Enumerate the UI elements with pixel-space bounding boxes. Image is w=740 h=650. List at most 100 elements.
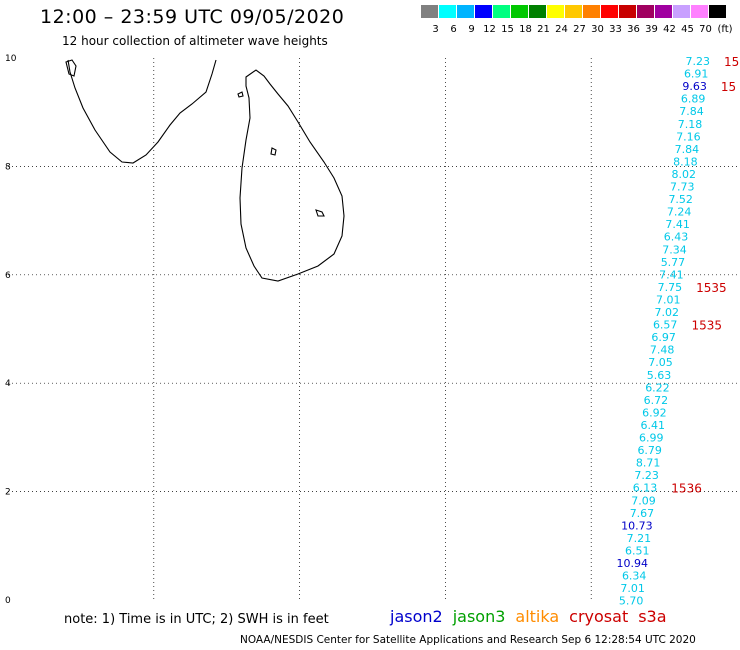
satellite-name: cryosat — [569, 607, 629, 626]
wave-height-value: 7.75 — [658, 281, 683, 294]
legend-label: 39 — [645, 24, 658, 35]
wave-height-value: 6.89 — [681, 93, 706, 106]
note-text: note: 1) Time is in UTC; 2) SWH is in fe… — [64, 612, 329, 627]
wave-height-value: 8.71 — [636, 457, 661, 470]
wave-height-value: 7.52 — [668, 193, 693, 206]
island-3 — [270, 147, 277, 156]
map-grid: 7578818487900246810 — [5, 54, 737, 605]
wave-height-value: 7.18 — [678, 118, 703, 131]
time-label: 1536 — [671, 482, 702, 496]
wave-height-value: 7.84 — [675, 143, 700, 156]
wave-height-value: 6.43 — [664, 231, 689, 244]
legend-swatch — [475, 5, 492, 18]
wave-height-value: 6.41 — [641, 419, 666, 432]
coastline — [65, 59, 345, 282]
legend-label: 15 — [501, 24, 514, 35]
legend-swatch — [529, 5, 546, 18]
india-coastline — [67, 59, 217, 164]
legend-label: 33 — [609, 24, 622, 35]
legend-label: 24 — [555, 24, 568, 35]
wave-height-value: 7.73 — [670, 181, 695, 194]
wave-height-value: 8.18 — [673, 155, 698, 168]
legend-swatch — [655, 5, 672, 18]
wave-height-value: 5.70 — [619, 595, 644, 605]
wave-height-value: 7.21 — [627, 532, 652, 545]
satellite-name: jason3 — [452, 607, 506, 626]
lat-tick-label: 10 — [5, 54, 17, 64]
legend-swatch — [493, 5, 510, 18]
legend-label: 21 — [537, 24, 550, 35]
map-subtitle: 12 hour collection of altimeter wave hei… — [62, 34, 328, 48]
legend-swatch — [637, 5, 654, 18]
wave-height-value: 7.41 — [659, 268, 684, 281]
altimeter-track: 7.236.919.636.897.847.187.167.848.188.02… — [617, 55, 711, 605]
legend-label: 27 — [573, 24, 586, 35]
wave-height-value: 7.23 — [634, 469, 659, 482]
legend-swatch — [439, 5, 456, 18]
legend-label: 36 — [627, 24, 640, 35]
island-4 — [315, 209, 325, 217]
legend-swatch — [673, 5, 690, 18]
wave-height-value: 10.94 — [617, 557, 649, 570]
legend-swatch — [583, 5, 600, 18]
legend-swatch — [601, 5, 618, 18]
lat-tick-label: 0 — [5, 596, 11, 605]
satellite-legend: jason2 jason3 altika cryosat s3a — [390, 607, 677, 626]
wave-height-value: 5.63 — [647, 369, 672, 382]
legend-swatch — [511, 5, 528, 18]
time-label: 15 — [721, 80, 736, 94]
legend-swatch — [709, 5, 726, 18]
wave-height-value: 6.79 — [637, 444, 662, 457]
wave-height-value: 6.72 — [644, 394, 669, 407]
time-label: 15 — [724, 55, 739, 69]
legend-swatch — [565, 5, 582, 18]
wave-height-value: 8.02 — [672, 168, 697, 181]
wave-height-value: 7.34 — [662, 243, 687, 256]
legend-swatch — [457, 5, 474, 18]
map-title: 12:00 – 23:59 UTC 09/05/2020 — [40, 6, 345, 28]
legend-label: 9 — [468, 24, 475, 35]
wave-height-value: 7.67 — [630, 507, 655, 520]
legend-label: 42 — [663, 24, 676, 35]
legend-swatch — [619, 5, 636, 18]
wave-height-value: 7.02 — [655, 306, 680, 319]
wave-height-value: 6.22 — [645, 381, 670, 394]
wave-height-value: 7.05 — [648, 356, 673, 369]
legend-swatch — [421, 5, 438, 18]
wave-height-value: 7.41 — [665, 218, 690, 231]
wave-height-value: 7.84 — [679, 105, 704, 118]
wave-height-value: 7.24 — [667, 206, 692, 219]
island-2 — [237, 91, 244, 98]
legend-swatch — [691, 5, 708, 18]
legend-label: 18 — [519, 24, 532, 35]
legend-label: 45 — [681, 24, 694, 35]
legend-label: 70 — [699, 24, 712, 35]
wave-height-value: 5.77 — [661, 256, 686, 269]
wave-height-value: 6.91 — [684, 68, 709, 81]
satellite-name: s3a — [638, 607, 667, 626]
wave-height-value: 10.73 — [621, 519, 653, 532]
lat-tick-label: 8 — [5, 162, 11, 172]
wave-height-value: 7.16 — [676, 130, 701, 143]
lat-tick-label: 4 — [5, 379, 11, 389]
wave-height-value: 6.34 — [622, 570, 647, 583]
wave-height-value: 6.97 — [651, 331, 676, 344]
sri-lanka-coastline — [239, 69, 345, 282]
lat-tick-label: 6 — [5, 271, 11, 281]
satellite-name: jason2 — [390, 607, 443, 626]
time-labels: 15 15 1535 1535 1536 — [671, 55, 739, 496]
legend-label: 3 — [432, 24, 439, 35]
time-label: 1535 — [691, 319, 722, 333]
wave-height-value: 7.01 — [656, 293, 681, 306]
wave-height-value: 6.57 — [653, 319, 678, 332]
legend-swatch — [547, 5, 564, 18]
credit-line: NOAA/NESDIS Center for Satellite Applica… — [240, 634, 696, 646]
legend-label: 12 — [483, 24, 496, 35]
wave-height-value: 9.63 — [682, 80, 707, 93]
wave-height-value: 6.51 — [625, 544, 650, 557]
legend-unit: (ft) — [717, 24, 733, 35]
wave-height-value: 7.01 — [620, 582, 645, 595]
time-label: 1535 — [696, 281, 727, 295]
wave-height-value: 7.23 — [686, 55, 711, 68]
island-1 — [65, 59, 77, 77]
